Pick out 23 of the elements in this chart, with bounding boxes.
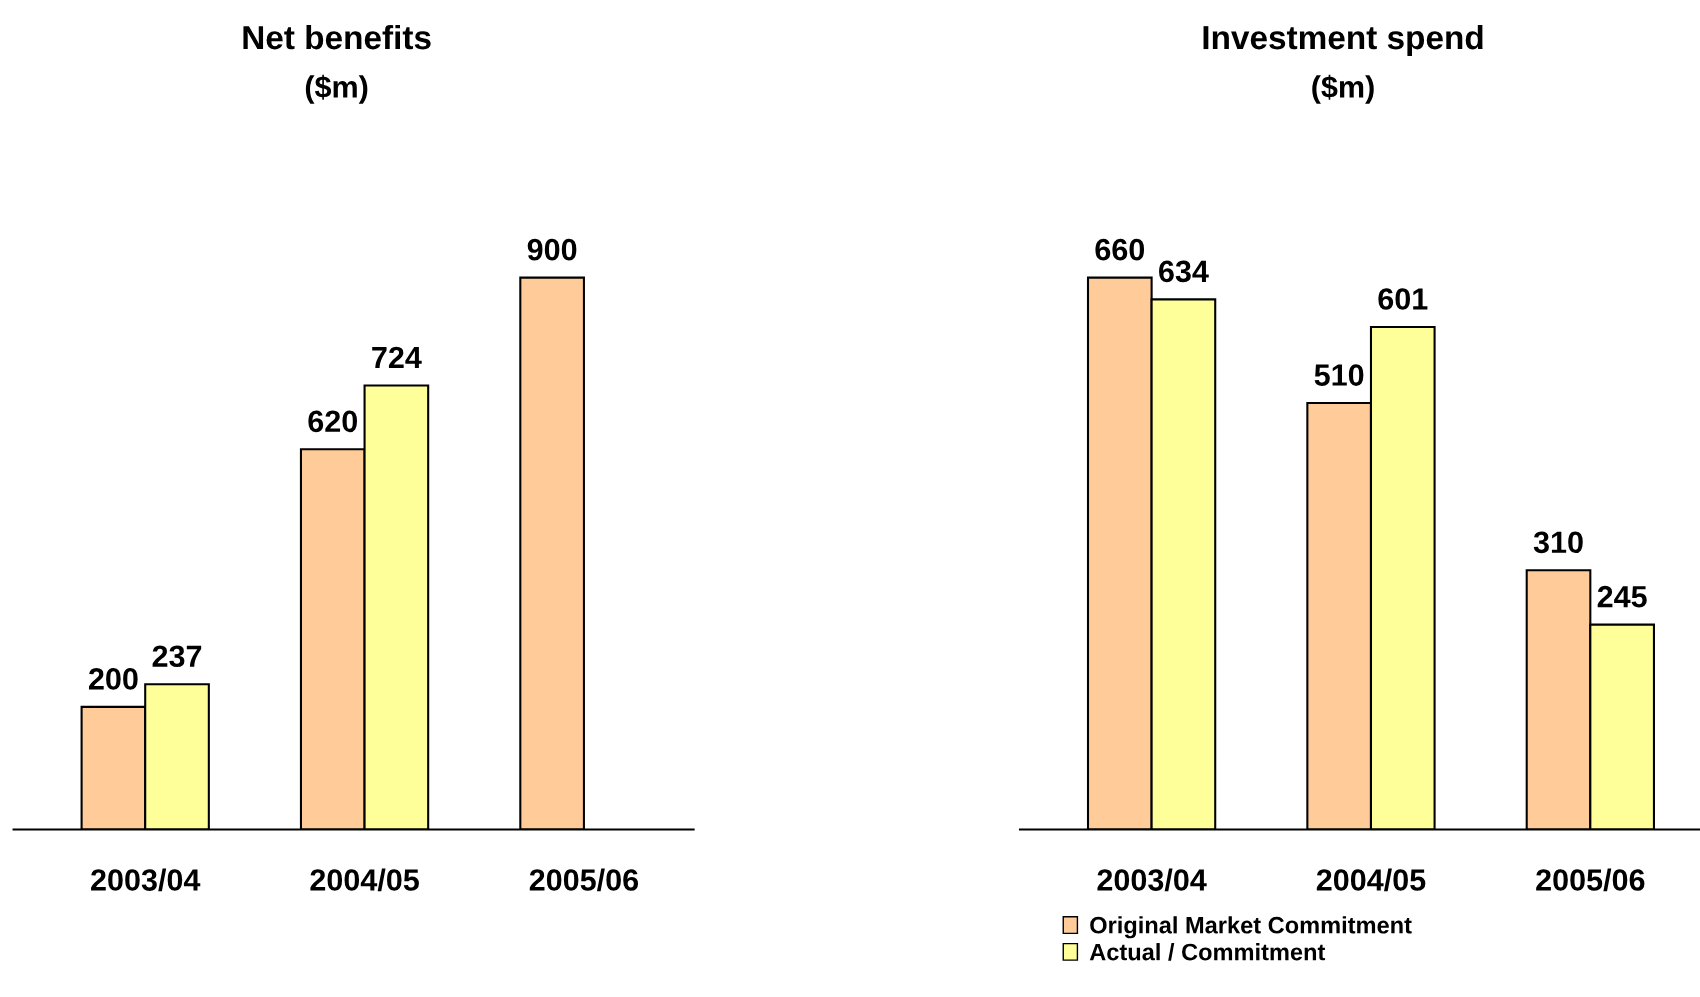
data-label: 660	[1095, 238, 1145, 261]
x-tick-label: 2004/05	[310, 868, 419, 892]
x-tick-label: 2003/04	[1097, 868, 1207, 892]
data-label: 900	[527, 238, 577, 261]
data-label: 237	[152, 645, 202, 668]
legend-label: Actual / Commitment	[1089, 943, 1326, 961]
x-tick-label: 2003/04	[91, 868, 201, 892]
legend-label: Original Market Commitment	[1090, 916, 1412, 939]
data-label: 245	[1597, 585, 1647, 608]
chart-title: Investment spend	[1203, 24, 1483, 56]
data-label: 510	[1314, 364, 1364, 386]
data-label: 620	[308, 410, 357, 433]
x-tick-label: 2004/05	[1316, 868, 1426, 892]
x-tick-label: 2005/06	[529, 868, 639, 892]
chart-subtitle: ($m)	[305, 74, 368, 104]
chart-title: Net benefits	[243, 24, 431, 50]
data-label: 200	[88, 668, 138, 690]
data-label: 724	[372, 346, 422, 369]
x-tick-label: 2005/06	[1536, 868, 1645, 892]
chart-subtitle: ($m)	[1312, 74, 1374, 104]
data-label: 634	[1159, 260, 1209, 283]
data-label: 310	[1533, 531, 1583, 554]
data-label: 601	[1378, 288, 1428, 310]
